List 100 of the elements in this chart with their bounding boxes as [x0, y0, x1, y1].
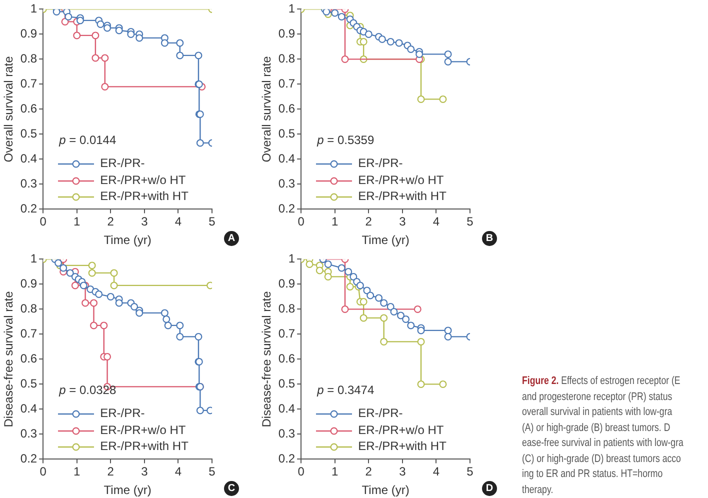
point	[64, 12, 72, 20]
point	[444, 58, 452, 66]
y-tick-label: 0.9	[278, 26, 296, 41]
point	[92, 32, 100, 40]
point	[341, 305, 349, 313]
x-tick-label: 0	[40, 464, 47, 479]
point	[402, 315, 410, 323]
point	[346, 282, 354, 290]
y-tick-label: 0.6	[278, 102, 296, 116]
point	[417, 380, 425, 388]
y-tick-label: 1	[30, 252, 38, 266]
point	[439, 95, 447, 103]
point	[414, 305, 422, 313]
x-tick-label: 1	[332, 214, 339, 229]
x-tick-label: 0	[298, 464, 305, 479]
x-tick-label: 4	[174, 464, 182, 479]
point	[176, 39, 184, 47]
point	[396, 312, 404, 320]
point	[360, 298, 368, 306]
y-tick-label: 0.8	[278, 302, 296, 316]
point	[364, 30, 372, 38]
x-tick-label: 3	[141, 214, 148, 229]
point	[90, 299, 98, 307]
point	[360, 38, 368, 46]
point	[90, 322, 98, 330]
y-tick-label: 0.8	[20, 302, 38, 316]
legend-label: ER-/PR+with HT	[100, 189, 188, 204]
point	[130, 302, 138, 310]
point	[444, 326, 452, 334]
annotation: p = 0.5359	[317, 133, 374, 148]
x-tick-label: 4	[432, 464, 440, 479]
text: A	[224, 231, 239, 246]
y-tick-label: 0.6	[20, 352, 38, 366]
point	[322, 9, 330, 16]
point	[52, 9, 60, 16]
point	[316, 266, 324, 274]
y-tick-label: 0.3	[20, 176, 38, 191]
point	[82, 299, 90, 307]
point	[344, 268, 352, 276]
y-tick-label: 0.3	[278, 426, 296, 441]
legend-label: ER-/PR+w/o HT	[100, 172, 186, 187]
point	[380, 338, 388, 346]
point	[162, 315, 170, 323]
x-tick-label: 2	[365, 214, 372, 229]
y-tick-label: 0.9	[20, 276, 38, 291]
y-tick-label: 0.9	[278, 276, 296, 291]
y-tick-label: 0.2	[278, 452, 296, 466]
x-axis-title: Time (yr)	[104, 483, 152, 498]
x-tick-label: 0	[298, 214, 305, 229]
text: D	[482, 481, 497, 496]
x-axis-title: Time (yr)	[362, 483, 410, 498]
x-axis-title: Time (yr)	[104, 233, 152, 248]
x-tick-label: 5	[208, 214, 216, 229]
legend-label: ER-/PR+w/o HT	[358, 172, 444, 187]
point	[104, 352, 112, 360]
y-tick-label: 0.9	[20, 26, 38, 41]
legend-label: ER-/PR-	[100, 406, 145, 420]
point	[380, 314, 388, 322]
annotation: p = 0.0328	[59, 383, 116, 398]
x-tick-label: 5	[466, 214, 474, 229]
y-axis-title: Overall survival rate	[2, 56, 16, 162]
y-tick-label: 0.7	[278, 76, 296, 91]
annotation: p = 0.3474	[317, 383, 374, 398]
point	[338, 264, 346, 272]
point	[386, 302, 394, 310]
y-tick-label: 0.6	[20, 102, 38, 116]
point	[363, 286, 371, 294]
point	[61, 18, 69, 26]
text: Figure 2. Effects of estrogen receptor (E and progesterone receptor (PR) status overall survival in patients with low-gra (A) or high-grade (B) breast tumors. D ease-free survival in patients with low-gra (C) or high-grade (D) breast tumors acco ing to ER and PR status. HT=hormo therapy.	[522, 375, 684, 496]
point	[104, 24, 112, 32]
point	[136, 309, 144, 317]
y-tick-label: 0.2	[20, 452, 38, 466]
point	[341, 55, 349, 63]
x-tick-label: 2	[107, 214, 114, 229]
point	[444, 332, 452, 340]
point	[88, 269, 96, 277]
point	[386, 38, 394, 46]
point	[60, 264, 68, 272]
x-tick-label: 3	[399, 464, 406, 479]
point	[360, 314, 368, 322]
x-tick-label: 2	[107, 464, 114, 479]
point	[176, 332, 184, 340]
y-tick-label: 0.3	[20, 426, 38, 441]
y-tick-label: 0.8	[278, 52, 296, 66]
point	[196, 406, 204, 414]
point	[416, 50, 424, 58]
point	[127, 30, 135, 38]
point	[88, 262, 96, 270]
y-tick-label: 0.5	[278, 126, 296, 141]
point	[110, 269, 118, 277]
x-tick-label: 1	[74, 464, 81, 479]
point	[417, 338, 425, 346]
annotation: p = 0.0144	[59, 133, 116, 148]
point	[160, 309, 168, 317]
legend-label: ER-/PR+with HT	[100, 439, 188, 454]
point	[110, 282, 118, 290]
y-tick-label: 0.6	[278, 352, 296, 366]
x-tick-label: 4	[432, 214, 440, 229]
x-tick-label: 2	[365, 464, 372, 479]
x-tick-label: 4	[174, 214, 182, 229]
